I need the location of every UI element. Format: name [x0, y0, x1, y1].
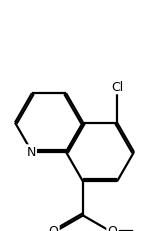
- Text: O: O: [108, 224, 117, 231]
- Text: O: O: [48, 224, 58, 231]
- Text: Cl: Cl: [111, 81, 123, 94]
- Text: N: N: [26, 146, 36, 159]
